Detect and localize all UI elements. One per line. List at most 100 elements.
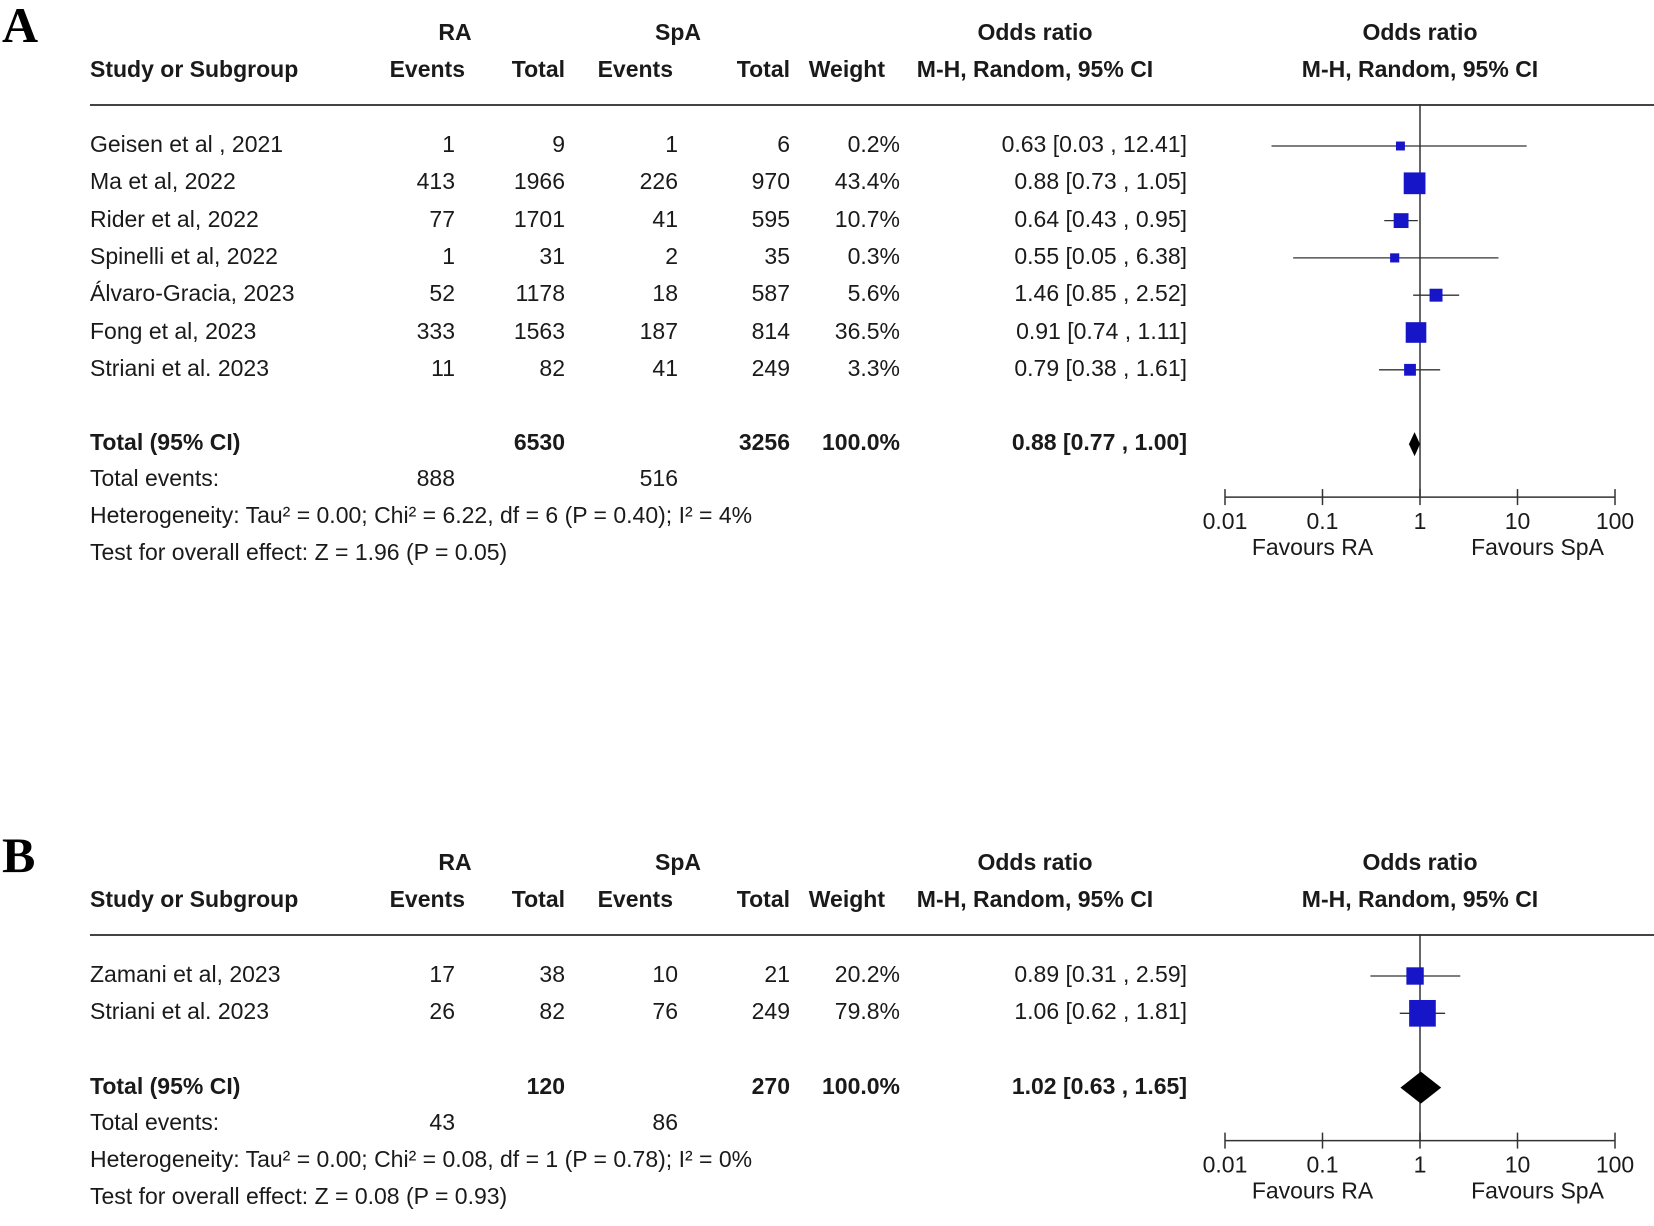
plot-method-header: M-H, Random, 95% CI bbox=[1301, 56, 1539, 82]
group2-total: 587 bbox=[751, 280, 790, 307]
total-odds-ratio: 1.02 [0.63 , 1.65] bbox=[1011, 1072, 1187, 1099]
total-odds-ratio: 0.88 [0.77 , 1.00] bbox=[1011, 429, 1187, 456]
or-method-header: M-H, Random, 95% CI bbox=[916, 886, 1154, 912]
group1-total-header: Total bbox=[511, 886, 565, 912]
group1-total: 1178 bbox=[515, 280, 565, 307]
study-weight: 0.3% bbox=[847, 242, 900, 269]
panel-label: B bbox=[2, 827, 36, 883]
study-weight-marker bbox=[1429, 288, 1443, 302]
study-name: Álvaro-Gracia, 2023 bbox=[90, 280, 295, 307]
x-axis-tick-label: 1 bbox=[1414, 1152, 1427, 1178]
x-axis-tick-label: 100 bbox=[1596, 1152, 1634, 1178]
x-axis-tick-label: 10 bbox=[1505, 1152, 1531, 1178]
study-name: Rider et al, 2022 bbox=[90, 205, 259, 232]
group1-events: 1 bbox=[442, 242, 455, 269]
group2-header: SpA bbox=[655, 849, 701, 875]
study-weight-marker bbox=[1404, 363, 1416, 376]
group1-events: 1 bbox=[442, 131, 455, 157]
group2-events: 10 bbox=[652, 961, 678, 987]
group1-events: 413 bbox=[416, 168, 455, 195]
group1-events: 11 bbox=[431, 354, 455, 381]
study-weight: 3.3% bbox=[847, 354, 900, 381]
group1-total: 31 bbox=[539, 242, 565, 269]
group2-events: 41 bbox=[652, 205, 678, 232]
study-weight: 10.7% bbox=[834, 205, 900, 232]
group2-total-header: Total bbox=[736, 56, 790, 82]
study-weight-marker bbox=[1409, 999, 1436, 1027]
total-label: Total (95% CI) bbox=[90, 429, 241, 456]
study-weight: 5.6% bbox=[847, 280, 900, 307]
total-events-label: Total events: bbox=[90, 465, 220, 492]
group1-header: RA bbox=[438, 849, 472, 875]
study-name: Striani et al. 2023 bbox=[90, 354, 270, 381]
group2-events: 1 bbox=[665, 131, 678, 157]
group2-header: SpA bbox=[655, 19, 701, 45]
group2-total: 970 bbox=[751, 168, 790, 195]
total-weight: 100.0% bbox=[821, 429, 900, 456]
weight-header: Weight bbox=[808, 56, 885, 82]
x-axis-tick-label: 10 bbox=[1505, 508, 1531, 534]
study-weight-marker bbox=[1405, 322, 1427, 343]
panel-label: A bbox=[2, 0, 39, 53]
group2-events: 18 bbox=[652, 280, 678, 307]
group1-total: 82 bbox=[539, 354, 565, 381]
total-label: Total (95% CI) bbox=[90, 1072, 241, 1099]
group1-total: 1701 bbox=[513, 205, 565, 232]
study-odds-ratio: 0.64 [0.43 , 0.95] bbox=[1014, 205, 1187, 232]
x-axis-tick-label: 0.01 bbox=[1203, 1152, 1248, 1178]
group2-events: 41 bbox=[652, 354, 678, 381]
study-odds-ratio: 1.46 [0.85 , 2.52] bbox=[1014, 280, 1187, 307]
x-axis-tick-label: 0.1 bbox=[1307, 508, 1339, 534]
group1-total: 38 bbox=[539, 961, 565, 987]
group2-total: 249 bbox=[751, 354, 790, 381]
group2-events: 226 bbox=[639, 168, 678, 195]
pooled-estimate-diamond bbox=[1408, 432, 1420, 457]
study-odds-ratio: 1.06 [0.62 , 1.81] bbox=[1014, 998, 1187, 1025]
study-weight-marker bbox=[1390, 253, 1400, 263]
group1-events: 333 bbox=[416, 317, 455, 344]
group1-events-header: Events bbox=[389, 886, 465, 912]
group2-events: 76 bbox=[652, 998, 678, 1025]
x-axis-tick-label: 0.01 bbox=[1203, 508, 1248, 534]
study-odds-ratio: 0.63 [0.03 , 12.41] bbox=[1001, 131, 1187, 157]
group1-total: 82 bbox=[539, 998, 565, 1025]
group1-total-events: 888 bbox=[416, 465, 455, 492]
odds-ratio-header: Odds ratio bbox=[977, 19, 1093, 45]
forest-plot-area: 0.01 0.1 1 10 100 Favours RA Favours SpA bbox=[1203, 103, 1634, 560]
x-axis-tick-label: 0.1 bbox=[1307, 1152, 1339, 1178]
plot-method-header: M-H, Random, 95% CI bbox=[1301, 886, 1539, 912]
group1-events: 52 bbox=[429, 280, 455, 307]
forest-plot-panel-a: A RA SpA Odds ratio Odds ratio Study or Subgr… bbox=[0, 0, 1654, 600]
group2-total: 595 bbox=[751, 205, 790, 232]
study-odds-ratio: 0.55 [0.05 , 6.38] bbox=[1014, 242, 1187, 269]
heterogeneity-text: Heterogeneity: Tau² = 0.00; Chi² = 6.22,… bbox=[90, 502, 753, 529]
study-odds-ratio: 0.89 [0.31 , 2.59] bbox=[1014, 961, 1187, 987]
group1-total-events: 43 bbox=[429, 1108, 455, 1135]
group1-total: 9 bbox=[552, 131, 565, 157]
forest-plot-area: 0.01 0.1 1 10 100 Favours RA Favours SpA bbox=[1203, 933, 1634, 1204]
weight-header: Weight bbox=[808, 886, 885, 912]
group2-total: 21 bbox=[764, 961, 790, 987]
group1-events-header: Events bbox=[389, 56, 465, 82]
study-odds-ratio: 0.91 [0.74 , 1.11] bbox=[1016, 317, 1187, 344]
group1-total: 1966 bbox=[513, 168, 565, 195]
group2-total-events: 516 bbox=[639, 465, 678, 492]
group2-total-header: Total bbox=[736, 886, 790, 912]
study-weight: 36.5% bbox=[834, 317, 900, 344]
total-weight: 100.0% bbox=[821, 1072, 900, 1099]
study-name: Spinelli et al, 2022 bbox=[90, 242, 278, 269]
study-weight: 79.8% bbox=[834, 998, 900, 1025]
odds-ratio-header: Odds ratio bbox=[977, 849, 1093, 875]
group2-events: 2 bbox=[665, 242, 678, 269]
group2-total: 6 bbox=[777, 131, 790, 157]
favours-left-label: Favours RA bbox=[1252, 534, 1374, 560]
study-weight: 0.2% bbox=[847, 131, 900, 157]
total-events-label: Total events: bbox=[90, 1108, 220, 1135]
study-weight: 43.4% bbox=[834, 168, 900, 195]
study-name: Striani et al. 2023 bbox=[90, 998, 270, 1025]
overall-effect-text: Test for overall effect: Z = 0.08 (P = 0… bbox=[90, 1182, 508, 1209]
study-odds-ratio: 0.79 [0.38 , 1.61] bbox=[1014, 354, 1187, 381]
header-divider bbox=[90, 104, 1654, 106]
group2-grand-total: 270 bbox=[751, 1072, 790, 1099]
group2-events-header: Events bbox=[597, 886, 673, 912]
